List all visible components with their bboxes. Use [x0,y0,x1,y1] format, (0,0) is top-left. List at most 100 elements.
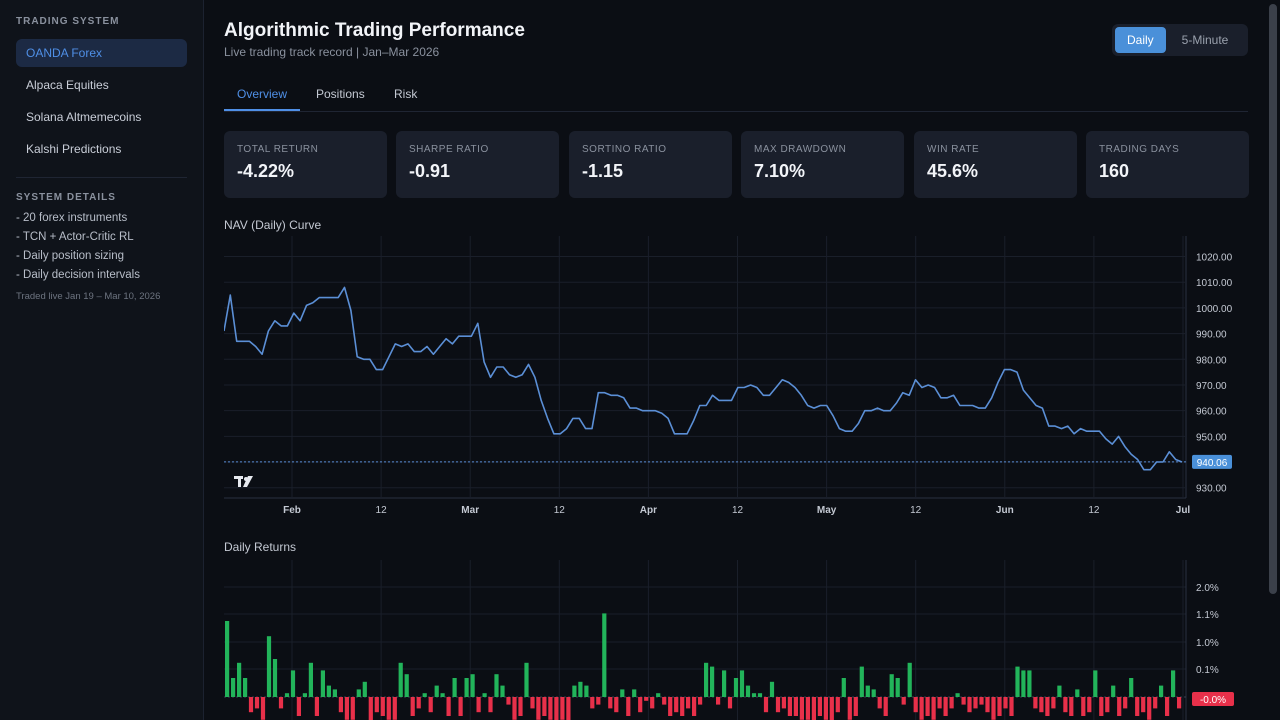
metric-label: MAX DRAWDOWN [754,144,847,155]
system-details-heading: SYSTEM DETAILS [16,192,116,203]
nav-y-tick-label: 950.00 [1196,432,1227,443]
metric-cards: TOTAL RETURN -4.22% SHARPE RATIO -0.91 S… [224,131,1249,198]
return-bar [278,697,284,709]
page-scrollbar[interactable] [1269,4,1277,594]
nav-series-line [224,286,1183,471]
nav-x-tick-label: 12 [376,505,388,516]
return-bar [290,670,296,697]
return-bar [524,662,529,697]
metric-card-sortino-ratio: SORTINO RATIO -1.15 [569,131,732,198]
return-bar [722,670,727,697]
return-bar [727,697,733,709]
return-bar [775,697,781,713]
return-bar [835,697,840,713]
sidebar: TRADING SYSTEM OANDA Forex Alpaca Equiti… [0,0,204,720]
system-detail-item: - Daily position sizing [16,250,125,262]
return-bar [410,697,415,716]
return-bar [302,693,307,697]
return-bar [692,697,697,716]
return-bar [608,697,613,709]
return-bar [686,697,691,709]
return-bar [991,697,996,720]
return-bar [476,697,481,713]
return-bar [847,697,852,720]
nav-x-tick-label: Jun [996,505,1014,516]
nav-x-tick-label: 12 [1088,505,1100,516]
metric-card-sharpe-ratio: SHARPE RATIO -0.91 [396,131,559,198]
return-bar [1135,697,1140,716]
return-bar [931,697,936,720]
returns-y-tick-label: 2.0% [1196,583,1219,594]
nav-y-tick-label: 960.00 [1196,407,1227,418]
return-bar [859,666,864,697]
return-bar [572,685,577,697]
return-bar [871,689,876,697]
tab-risk[interactable]: Risk [394,87,418,101]
metric-value: 160 [1099,161,1130,181]
return-bar [1141,697,1146,713]
sidebar-item-alpaca-equities[interactable]: Alpaca Equities [26,78,109,92]
nav-y-tick-label: 930.00 [1196,484,1227,495]
return-bar [632,689,637,697]
return-bar [530,697,535,709]
nav-y-tick-label: 1010.00 [1196,278,1233,289]
return-bar [243,678,248,697]
page-title: Algorithmic Trading Performance [224,20,525,41]
return-bar [560,697,565,720]
return-bar [284,693,290,697]
return-bar [1063,697,1068,713]
return-bar [626,697,631,716]
return-bar [925,697,930,716]
return-bar [698,697,703,705]
sidebar-item-oanda-forex[interactable]: OANDA Forex [16,39,187,67]
return-bar [506,697,511,705]
return-bar [638,697,643,713]
sidebar-item-solana-altmemecoins[interactable]: Solana Altmemecoins [26,110,142,124]
return-bar [656,693,661,697]
nav-x-tick-label: 12 [554,505,566,516]
daily-toggle-button[interactable]: Daily [1115,27,1166,53]
return-bar [422,693,427,697]
return-bar [548,697,553,720]
tab-overview[interactable]: Overview [237,87,288,101]
return-bar [907,662,912,697]
nav-y-tick-label: 1020.00 [1196,253,1233,264]
return-bar [416,697,421,709]
five-minute-toggle-button[interactable]: 5-Minute [1181,33,1229,47]
return-bar [260,697,266,720]
return-bar [566,697,571,720]
return-bar [1039,697,1044,713]
return-bar [518,697,523,716]
daily-returns-chart[interactable]: 2.0% 1.1% 1.0% 0.1% -0.0% [224,560,1248,720]
last-value-label: 940.06 [1197,458,1228,469]
return-bar [1105,697,1110,713]
return-bar [739,670,745,697]
nav-chart-title: NAV (Daily) Curve [224,218,322,232]
return-bar [326,685,331,697]
return-bar [979,697,984,705]
return-bar [757,693,763,697]
return-bar [320,670,325,697]
metric-value: -0.91 [409,161,451,181]
nav-chart[interactable]: 1020.00 1010.00 1000.00 990.00 980.00 970.00 9… [224,236,1248,520]
return-bar [853,697,858,716]
nav-y-tick-label: 990.00 [1196,330,1227,341]
nav-x-tick-label: Feb [283,505,301,516]
tab-positions[interactable]: Positions [316,87,365,101]
return-bar [793,697,798,716]
nav-y-tick-label: 980.00 [1196,355,1227,366]
return-bar [985,697,990,713]
return-bar [745,685,751,697]
return-bar [650,697,655,709]
metric-value: 45.6% [927,161,979,181]
return-bar [1045,697,1050,716]
sidebar-item-kalshi-predictions[interactable]: Kalshi Predictions [26,142,122,156]
metric-card-win-rate: WIN RATE 45.6% [914,131,1077,198]
return-bar [225,621,230,697]
return-bar [1003,697,1008,709]
return-bar [374,697,379,713]
returns-chart-title: Daily Returns [224,540,297,554]
return-bar [680,697,685,716]
return-bar [428,697,433,713]
return-bar [1093,670,1098,697]
